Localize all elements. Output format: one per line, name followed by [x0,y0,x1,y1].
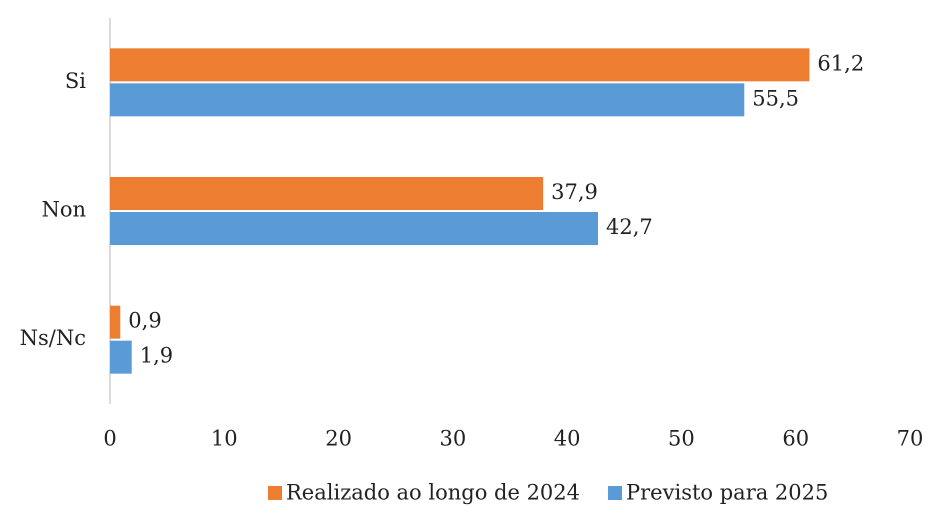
data-label: 42,7 [606,215,653,239]
x-tick-label: 50 [668,427,695,451]
x-tick-label: 0 [103,427,116,451]
data-label: 55,5 [752,86,799,110]
y-tick-label: Si [65,69,86,93]
x-tick-label: 20 [325,427,352,451]
y-tick-label: Ns/Nc [20,326,86,350]
data-label: 0,9 [128,309,161,333]
bar [110,212,598,245]
x-tick-label: 40 [554,427,581,451]
x-tick-label: 10 [211,427,238,451]
legend-swatch [608,486,623,500]
data-label: 1,9 [140,344,173,368]
bar [110,48,810,82]
x-tick-label: 70 [897,427,924,451]
legend-swatch [268,486,282,500]
legend-label: Realizado ao longo de 2024 [286,481,580,505]
data-label: 37,9 [551,180,598,204]
bar [110,305,121,339]
legend-label: Previsto para 2025 [626,481,828,505]
y-tick-label: Non [41,198,86,222]
data-label: 61,2 [817,51,864,75]
bar [110,83,745,117]
bar [110,177,544,210]
x-tick-label: 60 [782,427,809,451]
bar [110,340,132,374]
x-tick-label: 30 [439,427,466,451]
